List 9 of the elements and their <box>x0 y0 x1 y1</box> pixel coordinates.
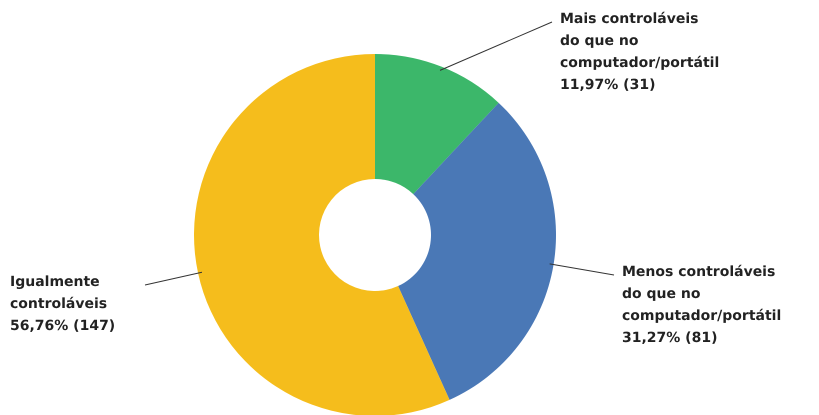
donut-slice <box>375 54 499 194</box>
donut-slice <box>194 54 450 415</box>
data-label: 11,97% (31) <box>560 77 656 93</box>
data-label: 56,76% (147) <box>10 318 116 334</box>
data-label: 31,27% (81) <box>622 330 718 346</box>
slice-label: Mais controláveis do que no computador/portátil <box>560 11 720 71</box>
donut-slice <box>398 102 556 400</box>
slice-label: Igualmente controláveis <box>10 274 108 312</box>
slice-label: Menos controláveis do que no computador/portátil <box>622 264 782 324</box>
